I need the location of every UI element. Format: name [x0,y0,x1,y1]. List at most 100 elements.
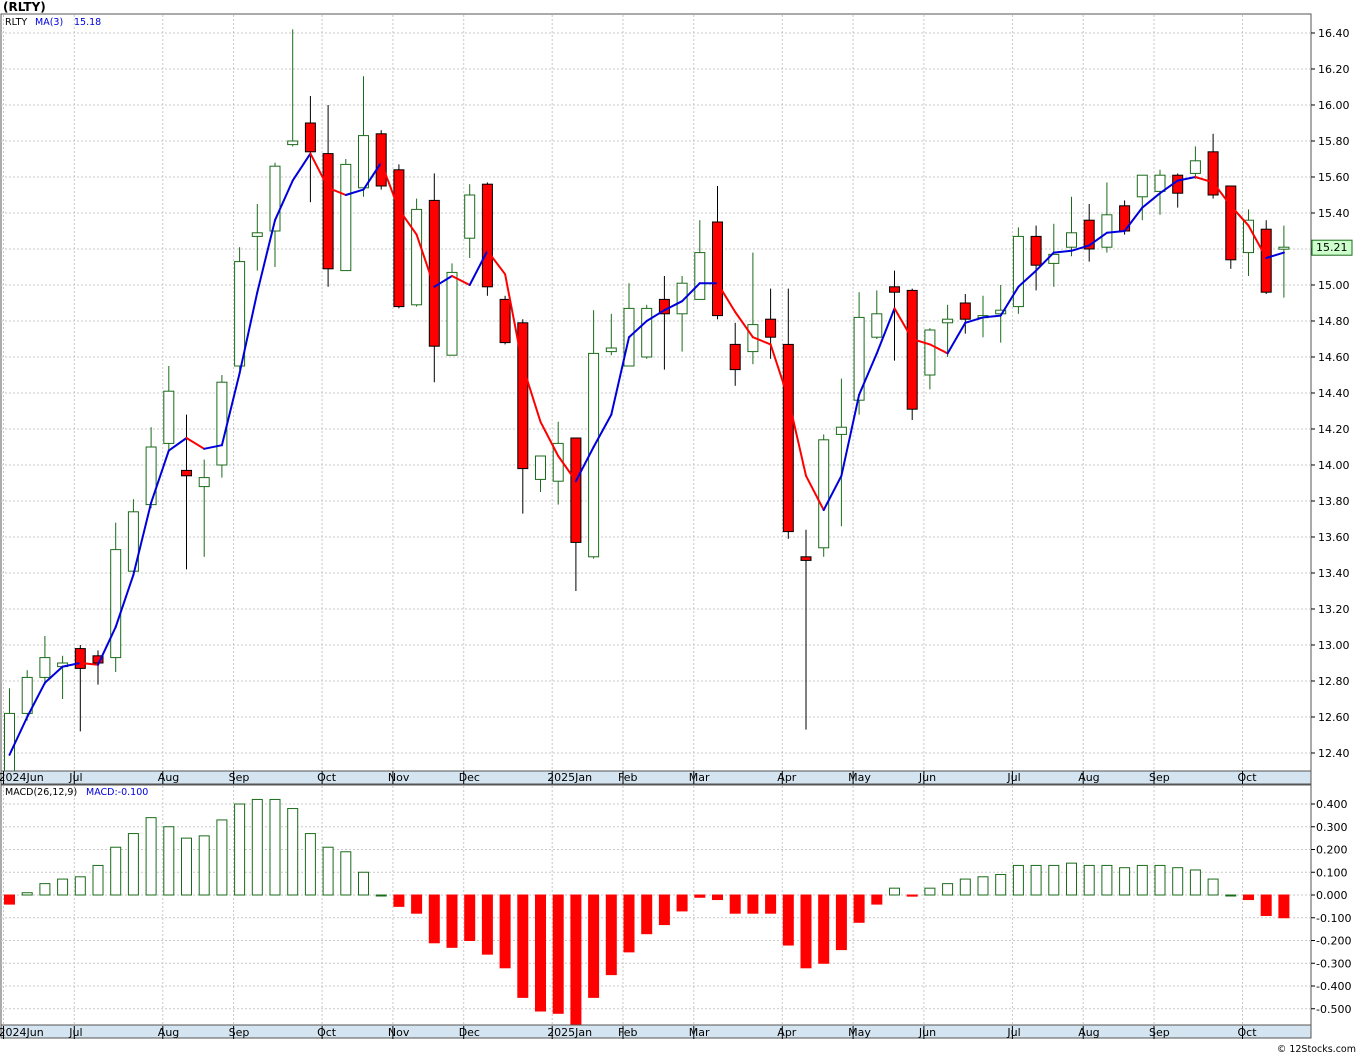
candle-body [21,676,33,714]
candlestick-series [4,29,1290,780]
candle-body [1066,232,1077,248]
ma3-segment [574,446,595,483]
month-label: Sep [1149,771,1170,784]
candle-body [535,455,546,480]
candle-body [1154,174,1166,192]
ma3-segment [1247,224,1268,259]
macd-bar [74,876,86,896]
candle-body [216,381,228,466]
price-tick-label: 16.40 [1318,27,1350,40]
price-grid [1,15,1311,771]
ma3-segment [1159,179,1179,195]
ma3-segment [1017,269,1038,288]
month-label: 2024Jun [0,771,44,784]
candle-body [818,439,830,549]
ma3-segment [645,309,666,322]
ma3-segment [486,249,507,276]
candle-body [251,232,263,237]
ma3-segment [681,282,701,303]
macd-bar [658,894,670,926]
price-tick-label: 13.20 [1318,603,1350,616]
month-label: Jun [918,1026,936,1039]
macd-bar [127,833,139,896]
ma3-segment [61,662,82,668]
candle-body [782,343,794,533]
macd-tick-label: -0.400 [1316,980,1351,993]
month-label: May [848,771,871,784]
macd-bar [251,798,263,896]
candle-body [712,221,723,317]
ma3-segment [79,662,99,666]
ma3-segment [557,455,577,483]
legend-ma-value: 15.18 [74,17,101,28]
candle-body [464,194,476,239]
ma3-segment [946,321,967,355]
macd-bar [906,894,918,897]
legend-macd: MACD(26,12,9) [5,787,77,798]
macd-bar [39,883,51,896]
candle-body [906,289,918,410]
macd-bar [21,892,33,896]
candle-body [641,307,653,358]
macd-bar [1260,894,1272,916]
ma3-segment [716,282,737,313]
month-label: Feb [618,771,637,784]
month-label: Aug [158,771,179,784]
month-label: Jul [68,1026,82,1039]
candle-body [889,286,900,293]
ma3-segment [238,291,259,375]
ma3-segment [468,249,489,286]
price-tick-label: 14.20 [1318,423,1350,436]
month-label: Mar [689,771,710,784]
macd-bar [588,894,600,998]
ma3-segment [274,179,294,222]
ma3-segment [999,285,1020,317]
macd-tick-label: 0.200 [1316,844,1348,857]
macd-bar [481,894,493,955]
candle-body [145,446,157,506]
last-price-label: 15.21 [1316,241,1348,254]
ma3-segment [1123,206,1144,232]
macd-bar [517,894,529,998]
macd-bar [694,894,706,898]
ma3-segment [1141,192,1161,209]
ma3-segment [433,275,453,288]
price-tick-label: 13.80 [1318,495,1350,508]
ma3-segment [1212,181,1232,207]
macd-bar [163,826,175,896]
candle-body [517,322,529,470]
macd-bar [605,894,617,976]
macd-bar [198,835,210,896]
macd-tick-label: 0.300 [1316,821,1348,834]
macd-bar [924,887,936,896]
candle-body [1207,151,1219,196]
macd-bar [145,817,157,896]
macd-bar [499,894,511,969]
ma3-segment [380,161,400,211]
ma3-segment [1194,176,1215,184]
ma3-segment [805,474,825,511]
ma3-segment [43,665,64,684]
macd-bar [1136,864,1148,896]
macd-bar [676,894,688,912]
macd-tick-label: 0.100 [1316,866,1348,879]
price-tick-label: 13.00 [1318,639,1350,652]
candle-body [1030,235,1042,266]
month-label: Dec [459,771,480,784]
ma3-segment [928,343,949,355]
macd-bar [110,846,122,896]
price-tick-label: 12.80 [1318,675,1350,688]
macd-bar [747,894,759,914]
ma3-segment [1088,231,1108,247]
candle-body [1260,228,1272,293]
legend-ma-label: MA(3) [35,17,63,28]
macd-bar [535,894,546,1012]
month-label: Oct [317,771,337,784]
macd-bar [995,874,1007,896]
month-label: Sep [229,1026,250,1039]
macd-bar [464,894,476,941]
candle-body [853,316,865,401]
candle-body [871,313,883,338]
ma3-segment [592,413,613,448]
candle-body [800,556,812,561]
